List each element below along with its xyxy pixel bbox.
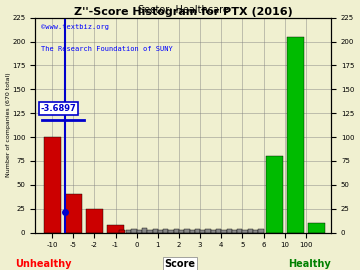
Bar [119, 230, 125, 232]
Text: Unhealthy: Unhealthy [15, 259, 71, 269]
Bar [248, 229, 253, 232]
Text: Sector: Healthcare: Sector: Healthcare [138, 5, 229, 15]
Bar [253, 230, 258, 232]
Bar [168, 230, 174, 232]
Text: The Research Foundation of SUNY: The Research Foundation of SUNY [41, 46, 173, 52]
Bar [237, 229, 242, 232]
Bar [216, 229, 221, 232]
Bar [232, 230, 237, 232]
Bar [221, 230, 226, 232]
Bar [206, 229, 211, 232]
Bar [184, 229, 189, 232]
Bar [137, 230, 142, 232]
Text: -3.6897: -3.6897 [40, 104, 76, 113]
Bar [65, 194, 82, 232]
Title: Z''-Score Histogram for PTX (2016): Z''-Score Histogram for PTX (2016) [74, 7, 293, 17]
Y-axis label: Number of companies (670 total): Number of companies (670 total) [5, 73, 10, 177]
Bar [226, 229, 232, 232]
Bar [242, 230, 248, 232]
Bar [211, 230, 216, 232]
Bar [147, 230, 153, 232]
Bar [158, 230, 163, 232]
Bar [287, 37, 304, 232]
Bar [163, 229, 168, 232]
Bar [131, 229, 137, 232]
Bar [44, 137, 60, 232]
Bar [174, 229, 179, 232]
Bar [195, 229, 200, 232]
Bar [126, 230, 131, 232]
Bar [153, 229, 158, 232]
Bar [86, 209, 103, 232]
Bar [308, 223, 325, 232]
Text: Score: Score [165, 259, 195, 269]
Bar [189, 230, 195, 232]
Bar [258, 229, 264, 232]
Text: ©www.textbiz.org: ©www.textbiz.org [41, 24, 109, 30]
Bar [200, 230, 206, 232]
Bar [142, 228, 147, 232]
Bar [107, 225, 124, 232]
Bar [266, 156, 283, 232]
Text: Healthy: Healthy [288, 259, 331, 269]
Bar [179, 230, 184, 232]
